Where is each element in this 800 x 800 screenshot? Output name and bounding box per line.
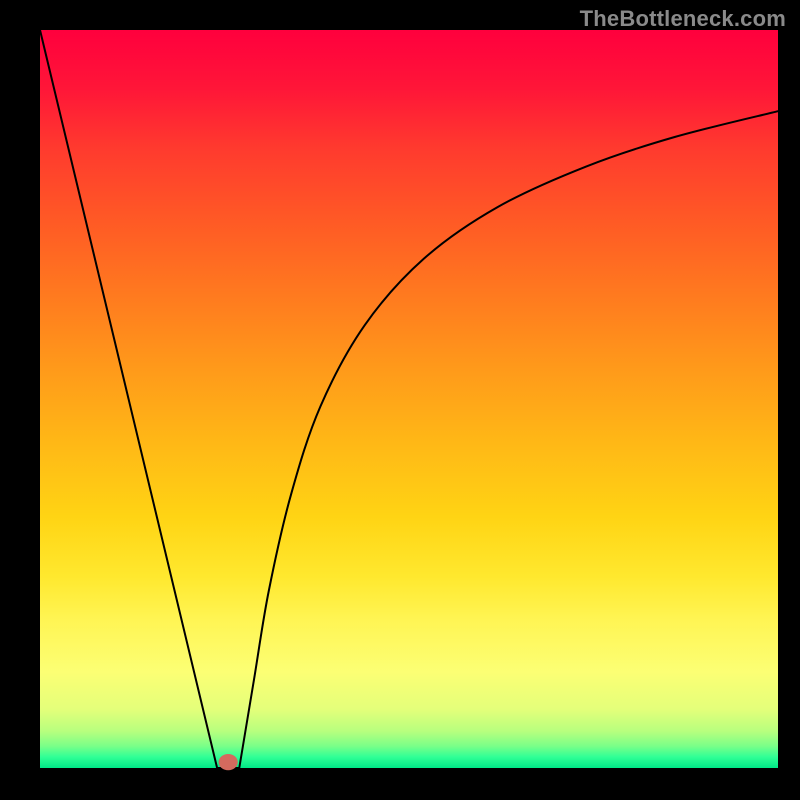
chart-frame: TheBottleneck.com: [0, 0, 800, 800]
bottleneck-chart: [0, 0, 800, 800]
optimum-marker: [219, 754, 238, 770]
gradient-background: [40, 30, 778, 768]
watermark-text: TheBottleneck.com: [580, 6, 786, 32]
